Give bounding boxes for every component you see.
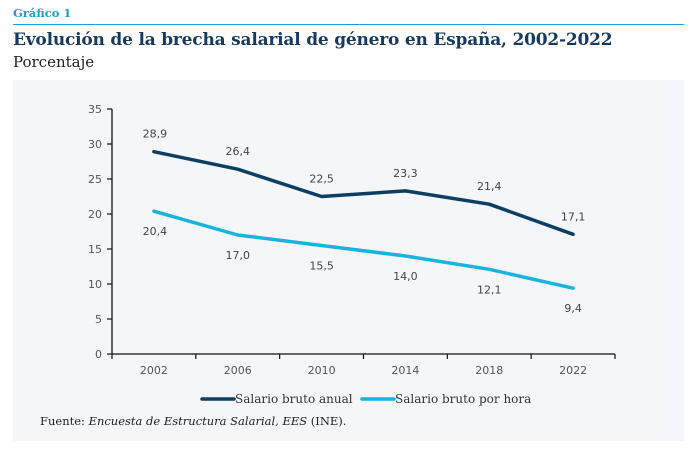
- data-label: 21,4: [477, 180, 502, 193]
- chart-kicker: Gráfico 1: [13, 6, 72, 20]
- header-rule: [13, 24, 684, 25]
- x-tick-label: 2018: [475, 364, 503, 377]
- y-tick-label: 30: [88, 138, 102, 151]
- data-label: 9,4: [564, 302, 582, 315]
- data-label: 12,1: [477, 283, 502, 296]
- source-note: Fuente: Encuesta de Estructura Salarial,…: [40, 414, 346, 428]
- chart-subtitle: Porcentaje: [13, 53, 95, 71]
- x-tick-label: 2014: [391, 364, 419, 377]
- x-tick-label: 2022: [559, 364, 587, 377]
- legend-label: Salario bruto por hora: [395, 392, 531, 406]
- data-label: 17,0: [226, 249, 251, 262]
- data-label: 26,4: [226, 145, 251, 158]
- x-tick-label: 2002: [140, 364, 168, 377]
- x-tick-label: 2006: [224, 364, 252, 377]
- axes: 0 5 10 15 20 25 30 35 2002 2006 2010 2014 2018 2022: [88, 103, 616, 377]
- y-tick-label: 20: [88, 208, 102, 221]
- y-tick-label: 10: [88, 278, 102, 291]
- series-group: [152, 149, 575, 290]
- y-tick-label: 25: [88, 173, 102, 186]
- source-title: Encuesta de Estructura Salarial, EES: [88, 414, 308, 428]
- data-label: 23,3: [393, 167, 418, 180]
- chart-panel: [13, 80, 684, 441]
- y-tick-label: 5: [95, 313, 102, 326]
- data-labels: 28,9 26,4 22,5 23,3 21,4 17,1 20,4 17,0 15,5 14,0…: [143, 128, 586, 316]
- data-label: 28,9: [143, 128, 168, 141]
- series-line-salario-bruto-anual: [152, 149, 575, 237]
- data-label: 20,4: [143, 225, 168, 238]
- source-suffix: (INE).: [307, 414, 347, 428]
- series-line-salario-bruto-por-hora: [152, 209, 575, 290]
- y-tick-label: 0: [95, 348, 102, 361]
- data-label: 14,0: [393, 270, 418, 283]
- legend-label: Salario bruto anual: [235, 392, 353, 406]
- data-label: 17,1: [561, 210, 586, 223]
- chart-title: Evolución de la brecha salarial de géner…: [13, 30, 613, 50]
- x-tick-label: 2010: [308, 364, 336, 377]
- data-label: 15,5: [309, 260, 334, 273]
- legend: Salario bruto anual Salario bruto por hor…: [200, 392, 531, 406]
- source-prefix: Fuente:: [40, 414, 89, 428]
- y-tick-label: 35: [88, 103, 102, 116]
- y-tick-label: 15: [88, 243, 102, 256]
- data-label: 22,5: [309, 173, 334, 186]
